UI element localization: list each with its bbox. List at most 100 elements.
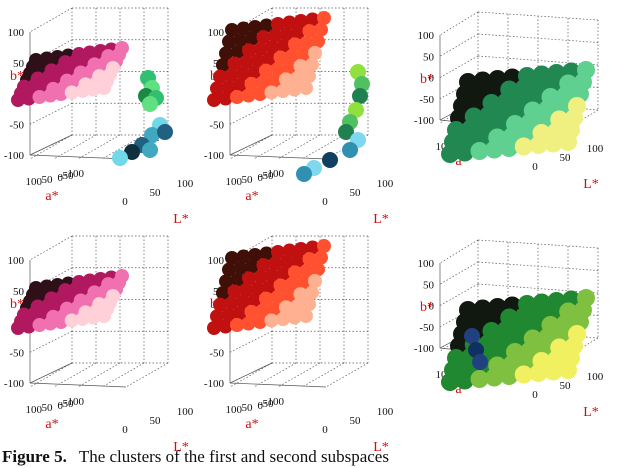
cluster-cyan-teal	[296, 132, 366, 182]
a-axis-label: a*	[245, 189, 258, 204]
b-tick-label: 50	[13, 58, 25, 70]
cluster-point	[302, 24, 317, 39]
cluster-point	[247, 65, 262, 80]
L-tick-label: 0	[532, 161, 538, 173]
a-tick-label: 0	[258, 172, 264, 184]
side-grid-line	[439, 283, 479, 306]
cluster-blue	[464, 328, 488, 370]
cluster-point	[253, 87, 267, 101]
cluster-point	[250, 281, 265, 296]
cluster-point	[230, 318, 244, 332]
cluster-point	[253, 269, 268, 284]
cluster-point	[241, 316, 256, 331]
side-grid-line	[229, 102, 273, 125]
L-tick-label: 100	[177, 178, 194, 190]
cluster-point	[302, 69, 316, 84]
b-tick-label: -100	[4, 378, 25, 390]
floor-grid-line	[229, 134, 273, 160]
cluster-point	[144, 127, 160, 143]
cluster-point	[233, 306, 247, 321]
side-grid-line	[439, 239, 479, 264]
L-tick-label: 50	[560, 152, 572, 164]
cluster-point	[227, 56, 242, 71]
b-axis-label: b*	[420, 300, 434, 315]
cluster-point	[282, 243, 297, 258]
floor-grid-line	[253, 362, 297, 388]
cluster-point	[225, 23, 239, 37]
a-tick-label: -50	[259, 170, 274, 182]
a-tick-label: 100	[26, 404, 43, 416]
cluster-point	[485, 140, 504, 159]
side-grid-line	[229, 7, 273, 33]
cluster-point	[11, 321, 25, 335]
side-grid-line	[439, 55, 479, 78]
back-grid-line	[477, 11, 599, 21]
side-grid-line	[439, 33, 479, 57]
cluster-point	[142, 96, 158, 112]
cluster-point	[227, 284, 242, 299]
cluster-point	[225, 251, 239, 265]
cluster-point	[43, 316, 58, 331]
cluster-point	[276, 312, 290, 326]
cluster-point	[282, 15, 297, 30]
cluster-point	[348, 102, 364, 118]
cluster-point	[305, 12, 320, 27]
cluster-point	[262, 280, 276, 294]
cluster-point	[21, 91, 36, 106]
L-tick-label: 100	[177, 406, 194, 418]
cluster-point	[245, 259, 259, 274]
b-tick-label: -100	[414, 115, 435, 127]
b-tick-label: -100	[204, 378, 225, 390]
cluster-point	[270, 290, 285, 305]
a-tick-label: -50	[59, 398, 74, 410]
cluster-point	[264, 313, 279, 328]
cluster-red-orange	[207, 239, 331, 335]
cluster-point	[441, 373, 459, 391]
cluster-point	[317, 239, 331, 253]
a-tick-label: -50	[259, 398, 274, 410]
cluster-point	[213, 69, 227, 84]
cluster-point	[75, 84, 90, 98]
cluster-point	[287, 82, 302, 97]
cluster-point	[282, 288, 296, 303]
floor-grid-line	[301, 362, 345, 388]
a-tick-label: -100	[64, 396, 85, 408]
cluster-point	[273, 50, 288, 65]
floor-grid-line	[125, 134, 169, 160]
L-tick-label: 50	[150, 415, 162, 427]
cluster-point	[282, 60, 296, 75]
cluster-point	[157, 124, 173, 140]
b-tick-label: 100	[418, 30, 435, 42]
cluster-point	[230, 44, 245, 59]
L-tick-label: 50	[560, 380, 572, 392]
b-tick-label: -50	[209, 119, 224, 131]
cluster-point	[242, 43, 256, 58]
cluster-point	[290, 298, 305, 313]
cluster-point	[216, 286, 230, 300]
L-axis-line	[229, 382, 327, 388]
floor-grid-line	[29, 134, 73, 160]
cluster-point	[338, 124, 354, 140]
b-tick-label: -50	[419, 322, 434, 334]
L-tick-label: 0	[532, 389, 538, 401]
L-tick-label: 50	[350, 415, 362, 427]
cluster-point	[279, 300, 293, 315]
back-grid-line	[477, 261, 599, 271]
a-axis-line	[29, 362, 73, 384]
a-axis-line	[29, 134, 73, 156]
cluster-point	[273, 278, 288, 293]
cluster-point	[314, 250, 328, 265]
b-tick-label: -50	[9, 347, 24, 359]
cluster-point	[276, 266, 291, 281]
cluster-point	[287, 310, 302, 325]
b-tick-label: 100	[208, 27, 225, 39]
cluster-point	[250, 53, 265, 68]
cluster-green-yellow	[441, 61, 595, 163]
side-grid-line	[29, 102, 73, 125]
floor-grid-line	[229, 362, 273, 388]
cluster-point	[455, 143, 474, 162]
cluster-point	[247, 293, 262, 308]
a-axis-label: a*	[45, 189, 58, 204]
